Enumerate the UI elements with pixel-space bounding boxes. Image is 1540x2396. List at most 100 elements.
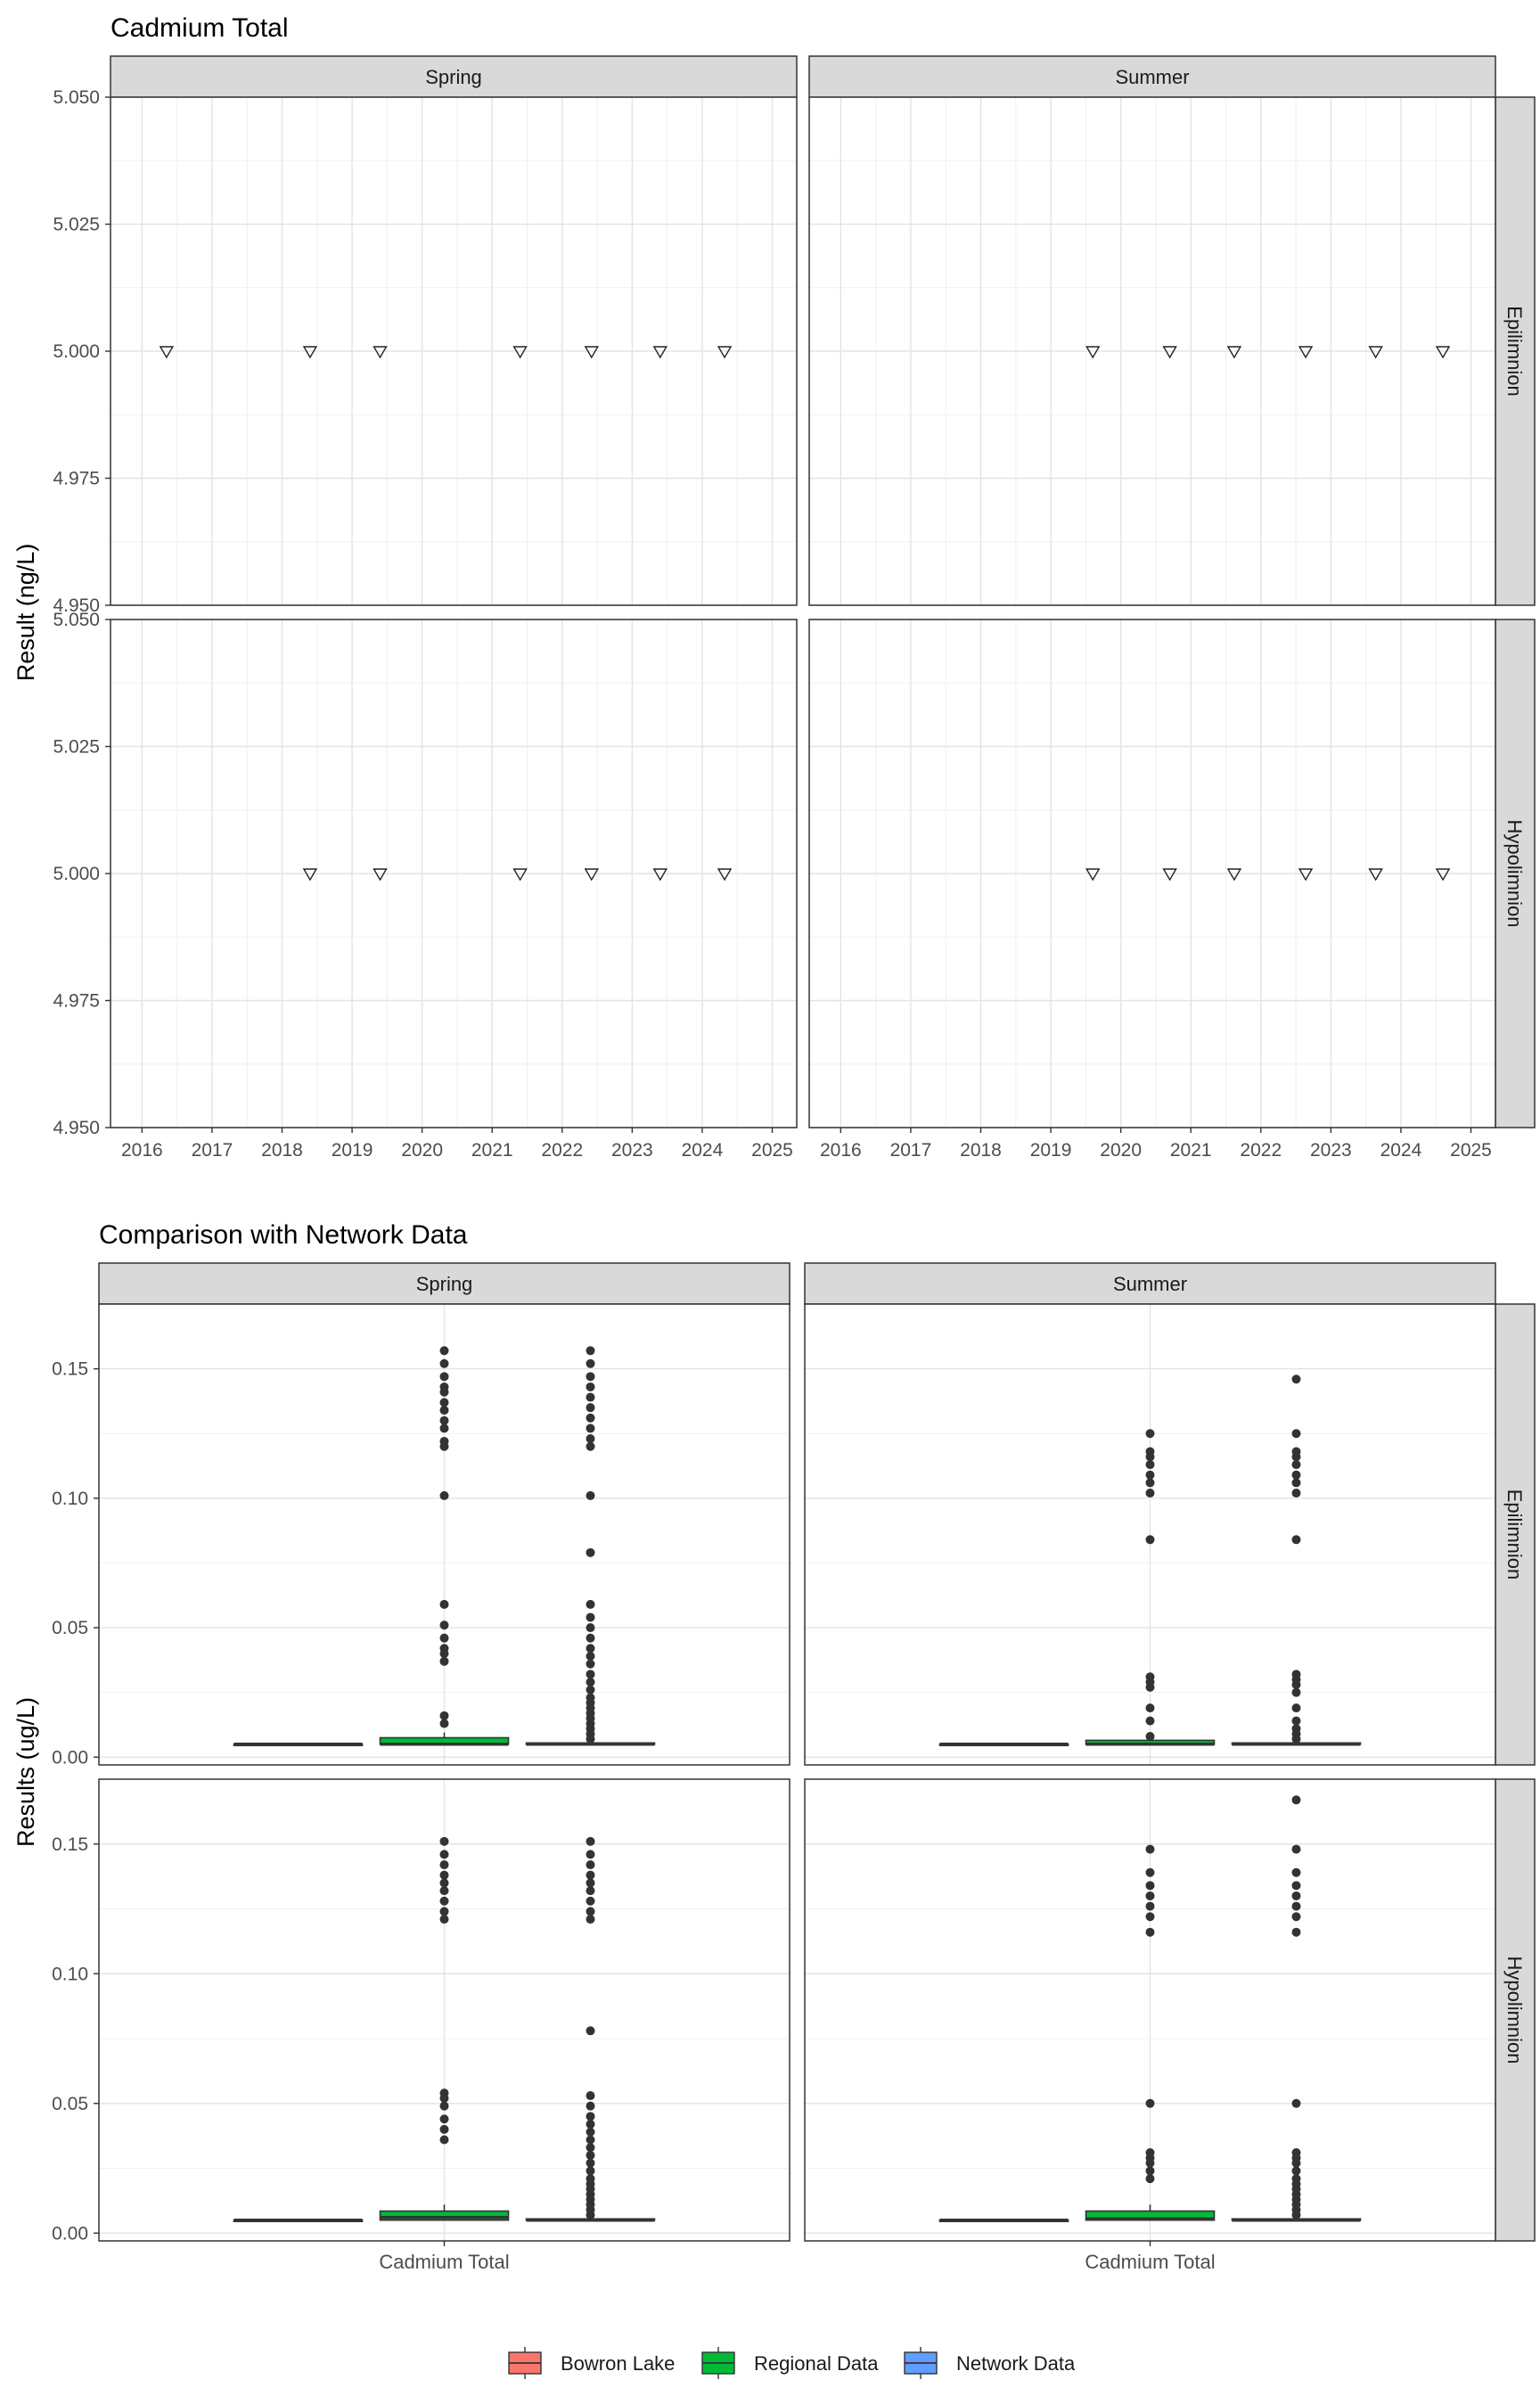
y-axis-title: Results (ug/L) bbox=[12, 1697, 39, 1847]
x-tick-label: 2024 bbox=[682, 1140, 724, 1161]
facet-strip-column bbox=[110, 55, 798, 98]
data-point bbox=[1085, 346, 1101, 359]
y-tick-label: 5.000 bbox=[53, 864, 100, 884]
data-point bbox=[1435, 868, 1451, 882]
x-tick-label: 2025 bbox=[751, 1140, 793, 1161]
y-tick-label: 0.00 bbox=[52, 1747, 88, 1768]
outlier-point bbox=[1291, 2174, 1301, 2184]
outlier-point bbox=[1145, 2098, 1155, 2108]
x-tick-label: 2018 bbox=[261, 1140, 303, 1161]
outlier-point bbox=[439, 1860, 449, 1870]
facet-strip-column bbox=[804, 1262, 1496, 1305]
outlier-point bbox=[439, 1878, 449, 1888]
x-tick-label: 2023 bbox=[611, 1140, 653, 1161]
outlier-point bbox=[586, 1860, 595, 1870]
facet-strip-column bbox=[98, 1262, 790, 1305]
outlier-point bbox=[439, 1406, 449, 1415]
outlier-point bbox=[439, 1346, 449, 1356]
outlier-point bbox=[1145, 1891, 1155, 1900]
outlier-point bbox=[1145, 1703, 1155, 1713]
outlier-point bbox=[586, 1358, 595, 1368]
outlier-point bbox=[439, 1870, 449, 1880]
x-tick-label: 2016 bbox=[121, 1140, 163, 1161]
outlier-point bbox=[586, 2166, 595, 2176]
y-tick-label: 0.05 bbox=[52, 2094, 88, 2114]
outlier-point bbox=[1291, 1670, 1301, 1679]
outlier-point bbox=[439, 1415, 449, 1425]
outlier-point bbox=[1145, 1716, 1155, 1726]
outlier-point bbox=[586, 1693, 595, 1703]
outlier-point bbox=[439, 2135, 449, 2145]
outlier-point bbox=[1145, 1844, 1155, 1854]
x-tick-label: 2025 bbox=[1450, 1140, 1492, 1161]
outlier-point bbox=[439, 1633, 449, 1643]
x-tick-label: 2020 bbox=[1100, 1140, 1142, 1161]
outlier-point bbox=[439, 1372, 449, 1382]
y-tick-label: 4.975 bbox=[53, 469, 100, 489]
x-tick-label: Cadmium Total bbox=[379, 2251, 509, 2273]
outlier-point bbox=[439, 1599, 449, 1609]
facet-strip-column bbox=[808, 55, 1496, 98]
outlier-point bbox=[586, 1644, 595, 1653]
outlier-point bbox=[1145, 1478, 1155, 1488]
outlier-point bbox=[586, 1836, 595, 1846]
data-point bbox=[302, 868, 318, 882]
outlier-point bbox=[439, 2088, 449, 2098]
facet-strip-label: Epilimnion bbox=[1503, 1489, 1526, 1580]
y-tick-label: 5.025 bbox=[53, 737, 100, 758]
data-point bbox=[1085, 868, 1101, 882]
outlier-point bbox=[439, 1644, 449, 1653]
outlier-point bbox=[586, 2158, 595, 2168]
outlier-point bbox=[586, 1382, 595, 1391]
outlier-point bbox=[1291, 1881, 1301, 1891]
x-tick-label: 2023 bbox=[1310, 1140, 1352, 1161]
facet-strip-row bbox=[1495, 1303, 1536, 1766]
x-tick-label: 2021 bbox=[1170, 1140, 1212, 1161]
data-point bbox=[1162, 868, 1177, 882]
data-point bbox=[1368, 868, 1383, 882]
outlier-point bbox=[1291, 1429, 1301, 1439]
y-tick-label: 5.000 bbox=[53, 341, 100, 362]
outlier-point bbox=[439, 1907, 449, 1916]
outlier-point bbox=[586, 1623, 595, 1633]
chart-title: Comparison with Network Data bbox=[99, 1220, 468, 1250]
outlier-point bbox=[1291, 1460, 1301, 1470]
outlier-point bbox=[586, 1886, 595, 1896]
box-body bbox=[379, 2210, 510, 2221]
outlier-point bbox=[1145, 2148, 1155, 2158]
x-tick-label: 2019 bbox=[1030, 1140, 1072, 1161]
x-tick-label: 2024 bbox=[1380, 1140, 1422, 1161]
outlier-point bbox=[1145, 1732, 1155, 1742]
x-tick-label: Cadmium Total bbox=[1085, 2251, 1215, 2273]
facet-strip-label: Hypolimnion bbox=[1503, 819, 1526, 927]
facet-strip-row bbox=[1495, 96, 1536, 606]
outlier-point bbox=[1291, 1901, 1301, 1911]
outlier-point bbox=[586, 1659, 595, 1669]
facet-strip-label: Epilimnion bbox=[1503, 306, 1526, 397]
data-point bbox=[1226, 868, 1242, 882]
x-tick-label: 2021 bbox=[471, 1140, 513, 1161]
x-tick-label: 2017 bbox=[192, 1140, 233, 1161]
outlier-point bbox=[586, 1915, 595, 1924]
data-point bbox=[373, 868, 388, 882]
outlier-point bbox=[439, 2114, 449, 2124]
x-tick-label: 2019 bbox=[332, 1140, 373, 1161]
outlier-point bbox=[439, 1915, 449, 1924]
x-tick-label: 2022 bbox=[541, 1140, 583, 1161]
data-point bbox=[1298, 346, 1314, 359]
outlier-point bbox=[586, 1678, 595, 1687]
x-tick-label: 2020 bbox=[401, 1140, 443, 1161]
outlier-point bbox=[439, 1424, 449, 1433]
y-tick-label: 0.15 bbox=[52, 1834, 88, 1855]
y-axis-title: Result (ng/L) bbox=[12, 544, 39, 682]
outlier-point bbox=[439, 1358, 449, 1368]
outlier-point bbox=[439, 1490, 449, 1500]
outlier-point bbox=[586, 1372, 595, 1382]
outlier-point bbox=[586, 1346, 595, 1356]
outlier-point bbox=[586, 1490, 595, 1500]
outlier-point bbox=[586, 2101, 595, 2111]
outlier-point bbox=[1291, 1447, 1301, 1456]
outlier-point bbox=[1291, 1844, 1301, 1854]
outlier-point bbox=[586, 1547, 595, 1557]
